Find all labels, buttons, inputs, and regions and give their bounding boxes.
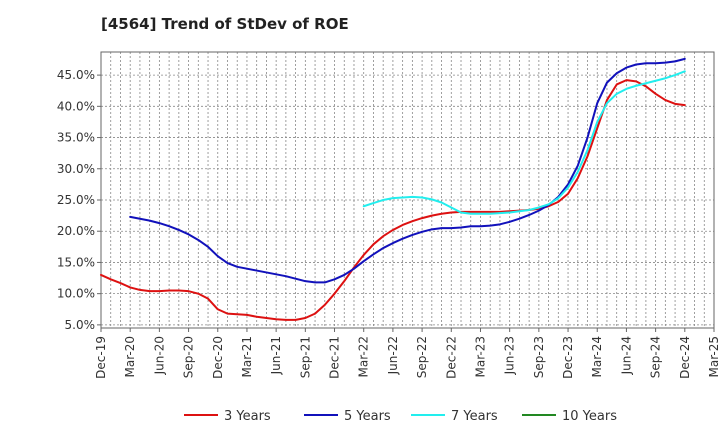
x-tick-label: Sep-20 (182, 336, 196, 378)
series-lines (100, 57, 686, 321)
legend-label: 5 Years (344, 409, 391, 424)
y-tick-label: 45.0% (57, 68, 95, 82)
x-tick-label: Jun-22 (386, 336, 400, 375)
y-tick-label: 15.0% (57, 255, 95, 269)
y-tick-label: 5.0% (65, 318, 96, 332)
x-tick-label: Dec-19 (94, 336, 108, 379)
x-axis-ticks: Dec-19 Mar-20 Jun-20 Sep-20 Dec-20 Mar-21 Jun-… (94, 328, 720, 379)
series-line-7-years (362, 70, 686, 215)
x-tick-label: Mar-22 (357, 336, 371, 377)
y-tick-label: 10.0% (57, 287, 95, 301)
y-tick-label: 40.0% (57, 99, 95, 113)
x-tick-label: Sep-24 (649, 336, 663, 378)
y-tick-label: 25.0% (57, 193, 95, 207)
x-tick-label: Sep-23 (532, 336, 546, 378)
x-tick-label: Jun-24 (619, 336, 633, 375)
x-tick-label: Dec-23 (561, 336, 575, 379)
plot-area (100, 51, 715, 329)
x-tick-label: Jun-21 (269, 336, 283, 375)
legend-label: 10 Years (562, 409, 617, 424)
x-tick-label: Mar-23 (473, 336, 487, 377)
y-tick-label: 20.0% (57, 224, 95, 238)
legend-label: 7 Years (451, 409, 498, 424)
x-tick-label: Dec-22 (444, 336, 458, 379)
y-axis-ticks: 5.0% 10.0% 15.0% 20.0% 25.0% 30.0% 35.0% 40.0% 4… (57, 68, 101, 332)
y-tick-label: 30.0% (57, 162, 95, 176)
grid-lines (101, 52, 714, 328)
x-tick-label: Sep-22 (415, 336, 429, 378)
chart-title: [4564] Trend of StDev of ROE (101, 15, 349, 33)
x-tick-label: Jun-23 (503, 336, 517, 375)
series-line-5-years (129, 57, 686, 284)
series-line-3-years (100, 79, 686, 321)
x-tick-label: Mar-21 (240, 336, 254, 377)
y-tick-label: 35.0% (57, 131, 95, 145)
x-tick-label: Mar-20 (123, 336, 137, 377)
x-tick-label: Dec-21 (328, 336, 342, 379)
x-tick-label: Dec-24 (678, 336, 692, 379)
x-tick-label: Mar-24 (590, 336, 604, 377)
legend-label: 3 Years (224, 409, 271, 424)
x-tick-label: Mar-25 (707, 336, 720, 377)
legend: 3 Years 5 Years 7 Years 10 Years (184, 409, 617, 424)
x-tick-label: Sep-21 (298, 336, 312, 378)
x-tick-label: Jun-20 (152, 336, 166, 375)
x-tick-label: Dec-20 (211, 336, 225, 379)
